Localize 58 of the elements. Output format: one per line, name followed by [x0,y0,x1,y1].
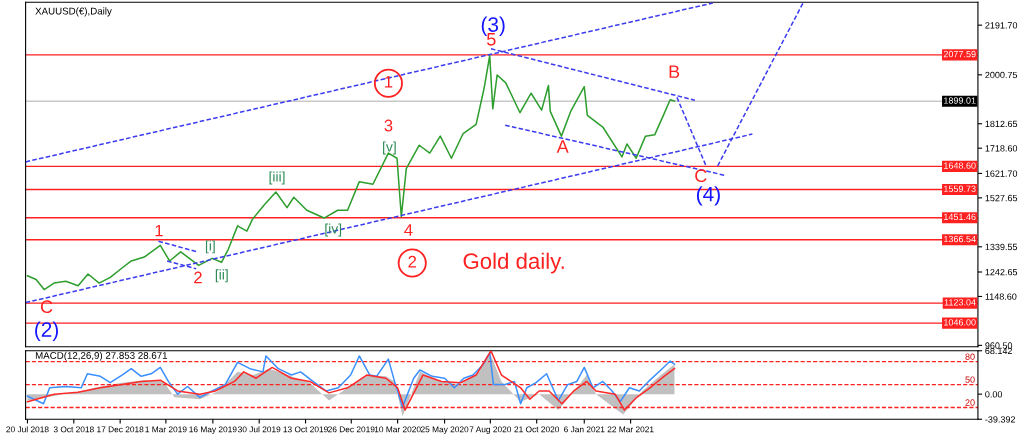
ref-line-label: 1559.73 [944,185,976,192]
x-tick-label: 21 Oct 2020 [514,426,560,433]
annotation: (2) [35,321,58,341]
y-tick-label: 68.142 [985,347,1013,355]
annotation: [v] [383,141,396,155]
y-tick-label: 1718.60 [985,145,1018,152]
annotation: 1 [385,76,393,88]
y-tick-label: 2000.75 [985,71,1018,79]
annotation: [ii] [215,269,228,283]
x-tick-label: 16 May 2019 [189,426,237,434]
y-tick-label: 1242.65 [985,268,1018,276]
x-tick-label: 17 Dec 2018 [97,426,144,433]
y-tick-label: 0.00 [985,391,1003,398]
annotation: 4 [404,224,413,236]
y-tick-label: 1339.55 [985,243,1018,251]
annotation: 2 [194,271,202,284]
x-tick-label: 30 Jul 2019 [237,426,281,433]
y-tick-label: 1148.60 [985,293,1017,300]
annotation: 80 [965,353,975,360]
chart-title: MACD(12,26,9) 27.853 28.671 [35,351,168,361]
y-tick-label: 1812.65 [985,120,1018,128]
x-tick-label: 13 Oct 2019 [283,426,328,433]
annotation: A [556,140,569,153]
y-tick-label: -39.392 [985,416,1016,423]
annotation: 20 [965,399,975,406]
ref-line-label: 1046.00 [944,319,976,326]
annotation: 3 [384,119,393,132]
x-tick-label: 25 May 2020 [420,426,469,434]
x-tick-label: 7 Aug 2020 [469,426,512,434]
x-tick-label: 6 Jan 2021 [564,426,605,433]
x-tick-label: 26 Dec 2019 [328,426,375,433]
ref-line-label: 1451.46 [944,213,976,221]
ref-line-label: 1899.01 [944,97,976,104]
annotation: 1 [155,224,163,237]
annotation: 50 [965,376,975,383]
annotation: C [40,300,53,314]
x-tick-label: 10 Mar 2020 [374,426,421,433]
annotation: Gold daily. [463,252,564,274]
annotation: 2 [408,255,417,268]
annotation: [iv] [325,223,342,237]
annotation: [iii] [269,171,285,185]
ref-line-label: 1366.54 [944,235,976,243]
annotation: (4) [696,186,720,206]
y-tick-label: 960.50 [985,342,1013,349]
y-tick-label: 2191.70 [985,22,1018,29]
y-tick-label: 1527.65 [985,194,1018,202]
x-tick-label: 3 Oct 2018 [53,426,94,433]
annotation: [i] [205,240,215,254]
ref-line-label: 1123.04 [944,299,976,306]
ref-line-label: 1648.60 [944,162,976,169]
annotation: B [669,65,680,78]
chart-title: XAUUSD(€),Daily [35,7,112,17]
x-tick-label: 20 Jul 2018 [6,426,49,433]
y-tick-label: 1621.70 [985,170,1018,177]
annotation: C [695,169,707,183]
ref-line-label: 2077.59 [943,50,976,58]
x-tick-label: 22 Mar 2021 [607,426,654,433]
x-tick-label: 1 Mar 2019 [145,426,187,433]
